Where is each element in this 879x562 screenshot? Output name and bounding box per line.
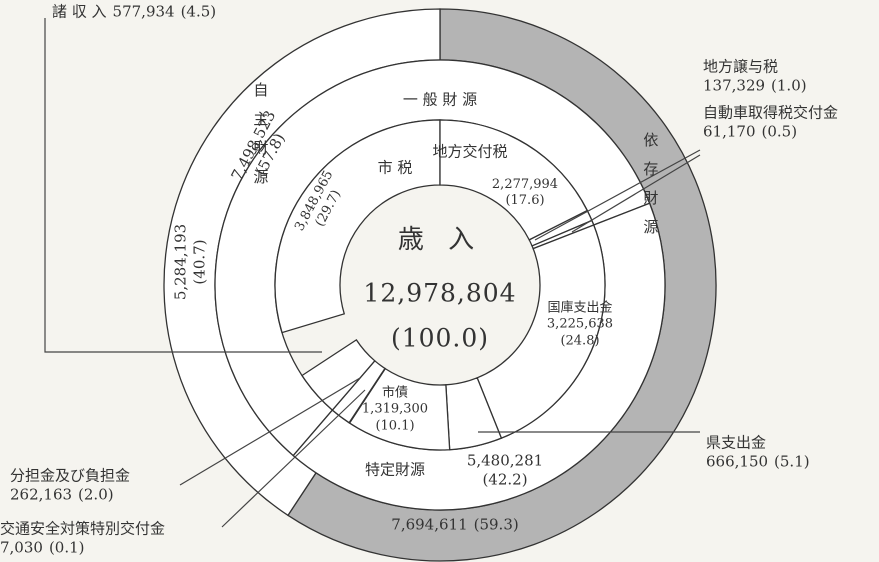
label-text: 61,170 [703,122,756,140]
label: 依存財源 [641,132,660,248]
label: 特定財源 [365,461,425,480]
label: 5,480,281 (42.2) [467,451,543,489]
label-text: 歳 入 [397,224,483,255]
leader-line [221,389,366,528]
leader-line [534,149,701,241]
label-text: (17.6) [505,193,545,208]
leader-line [44,18,322,353]
label-text: (42.2) [482,470,528,488]
label-text: 262,163 [10,485,73,503]
label-text: 市 税 [377,158,413,177]
label-text: 分担金及び負担金 [10,466,131,485]
label: 歳 入 [398,224,482,257]
label-text: (24.8) [560,333,600,349]
label: 分担金及び負担金 262,163 (2.0) [10,466,130,504]
label: 国庫支出金 3,225,638 (24.8) [547,301,613,350]
leader-line [571,154,701,233]
label-text: 137,329 [703,76,766,94]
label: 7,694,611 (59.3) [391,516,518,535]
label-text: 12,978,804 [363,278,517,308]
label: 諸 収 入 577,934 (4.5) [52,3,216,22]
label: 自動車取得税交付金 61,170 (0.5) [703,103,838,141]
label-text: (0.1) [48,538,85,556]
donut-segment [274,119,441,334]
label-text: 7,694,611 [391,515,468,534]
label-text: 7,030 [0,538,43,556]
label-text: (1.0) [771,76,807,94]
label: 5,284,193 (40.7) [171,224,209,300]
label-text: 市債 [381,385,409,401]
label: 市 税 [378,159,413,178]
label-text: (0.5) [761,122,798,140]
label-text: 2,277,994 [491,176,559,192]
label-text: (100.0) [390,323,490,353]
label-text: (59.3) [473,515,519,534]
label-text: 県支出金 [706,433,767,452]
label-text: 577,934 [112,2,175,21]
label-text: 地方譲与税 [703,57,779,76]
label-text: 地方交付税 [432,142,508,161]
label: 12,978,804 [363,277,516,308]
label: 市債 1,319,300 (10.1) [362,386,428,435]
label-text: (4.5) [180,2,217,21]
label-text: 自動車取得税交付金 [703,103,839,122]
label-text: 自主財源 [251,82,270,198]
label-text: (40.7) [190,239,208,285]
label-text: 依存財源 [641,132,660,248]
label-text: 一 般 財 源 [402,90,478,109]
label: 地方交付税 [432,143,507,162]
label-text: 1,319,300 [361,401,429,417]
label: 交通安全対策特別交付金 7,030 (0.1) [0,519,165,557]
leader-line [179,377,361,486]
label-text: (5.1) [774,452,810,470]
label: 2,277,994 (17.6) [492,177,558,210]
label-text: 特定財源 [364,460,426,479]
label-text: 諸 収 入 [52,2,107,21]
label-text: 5,284,193 [171,223,190,301]
label-text: (10.1) [375,418,415,434]
label-text: (2.0) [78,485,114,503]
label: 地方譲与税 137,329 (1.0) [703,57,807,95]
donut-segment [476,224,606,440]
label-text: 交通安全対策特別交付金 [0,519,166,538]
label: (100.0) [391,322,489,353]
label: 自主財源 [251,82,270,198]
label-text: 666,150 [706,452,769,470]
label: 県支出金 666,150 (5.1) [706,433,810,471]
label: 一 般 財 源 [403,91,477,110]
label-text: 3,225,638 [546,316,614,332]
label-text: 5,480,281 [466,451,544,470]
label-text: 国庫支出金 [547,300,613,316]
